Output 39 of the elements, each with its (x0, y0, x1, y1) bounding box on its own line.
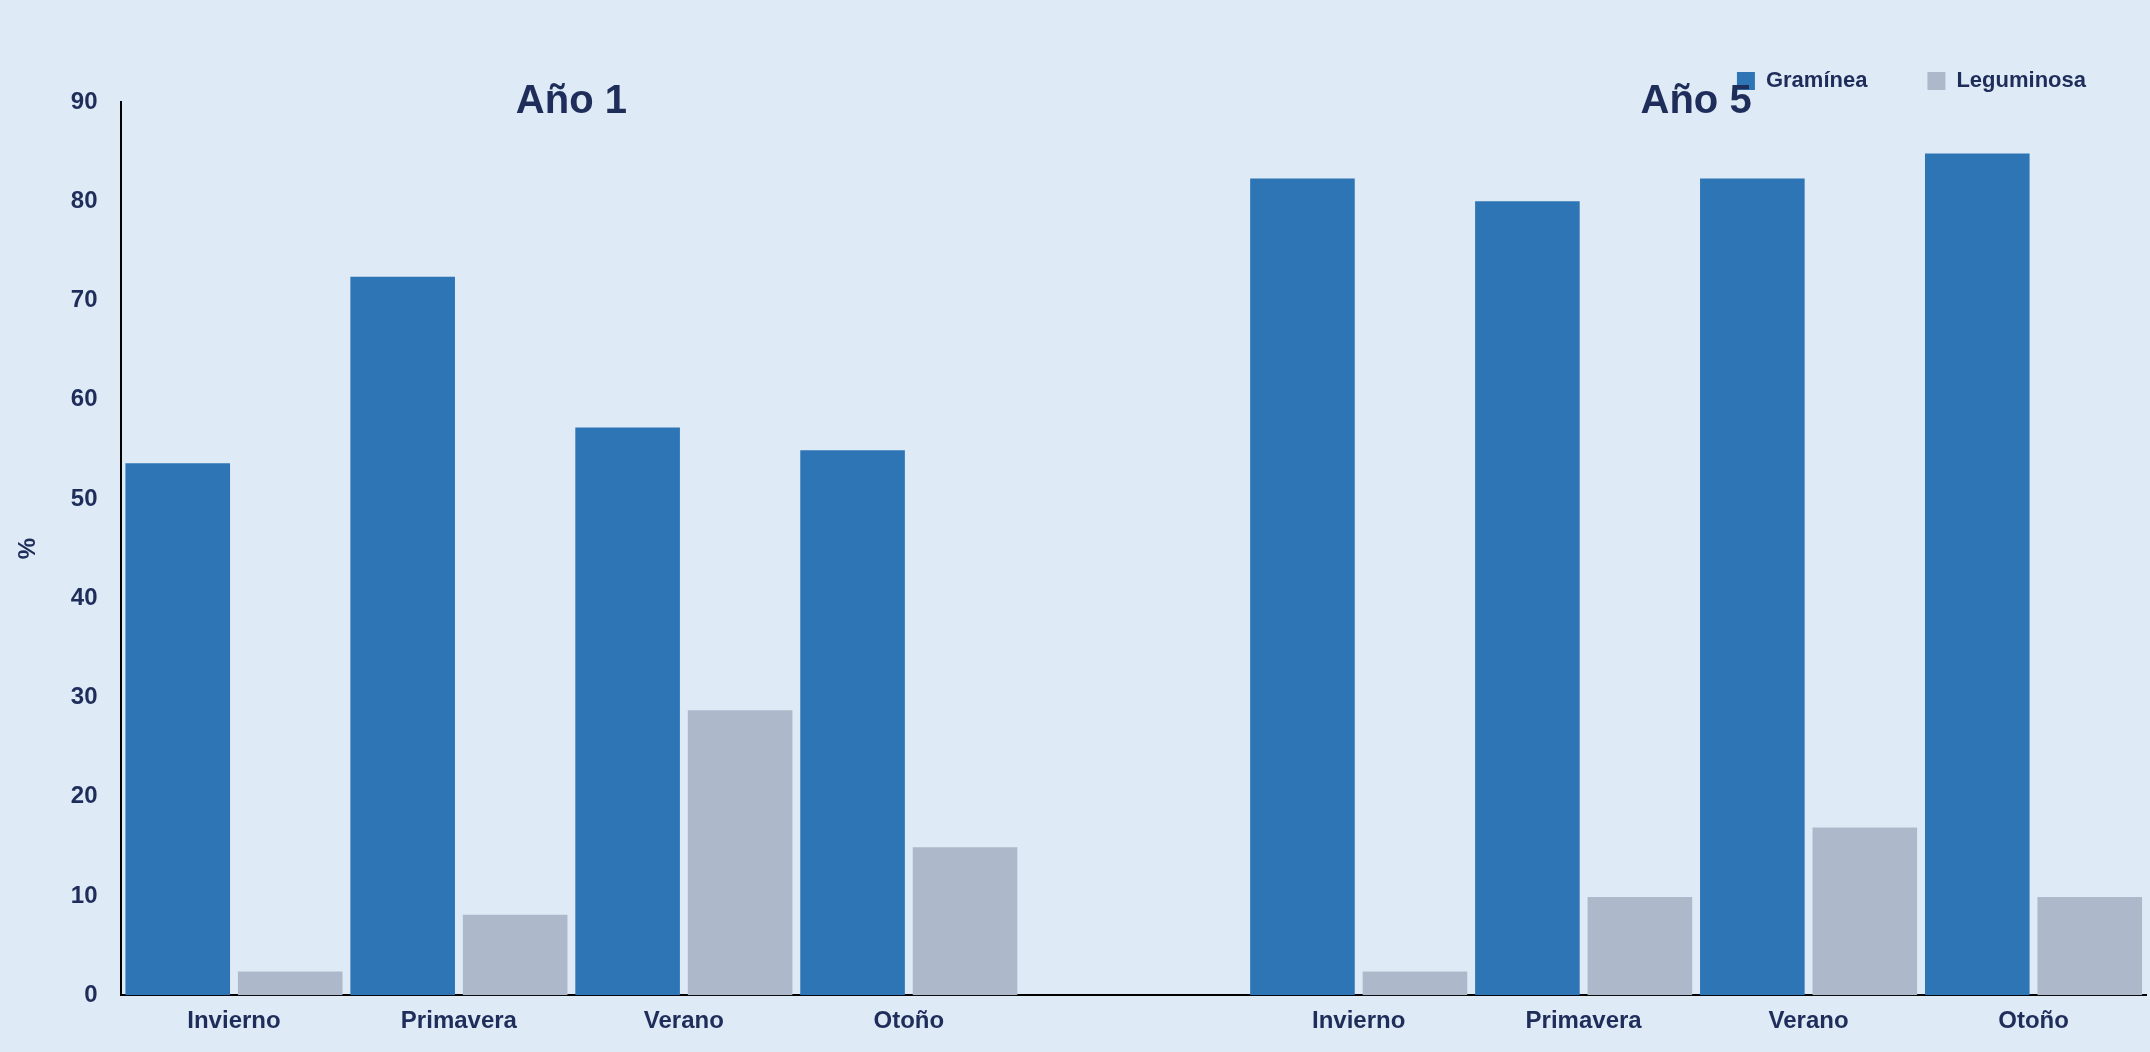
bar (1250, 178, 1355, 996)
x-tick-label: Otoño (1998, 1006, 2069, 1034)
bar (575, 427, 680, 996)
y-tick-label: 30 (70, 682, 98, 710)
x-tick-label: Primavera (400, 1006, 518, 1034)
y-tick-label: 0 (84, 979, 98, 1007)
x-tick-label: Verano (1768, 1006, 1849, 1034)
y-tick-label: 10 (70, 880, 98, 908)
bar (1700, 178, 1805, 996)
y-tick-label: 50 (70, 483, 98, 511)
x-tick-label: Verano (643, 1006, 724, 1034)
annotation: Año 1 (515, 77, 627, 122)
bar (237, 971, 343, 996)
legend-label: Leguminosa (1956, 67, 2087, 93)
x-tick-label: Invierno (1312, 1006, 1406, 1034)
bar (1362, 971, 1468, 996)
bar (800, 450, 905, 996)
x-tick-label: Primavera (1525, 1006, 1643, 1034)
bar (1812, 827, 1918, 996)
y-tick-label: 40 (70, 582, 98, 610)
bar (687, 710, 793, 996)
x-tick-label: Otoño (873, 1006, 945, 1034)
y-axis-title: % (13, 537, 41, 560)
bar (125, 463, 231, 996)
bar (1924, 153, 2030, 996)
legend-label: Gramínea (1765, 67, 1869, 93)
bar (1587, 896, 1693, 996)
y-tick-label: 90 (70, 86, 98, 114)
annotation: Año 5 (1640, 77, 1752, 122)
y-tick-label: 20 (70, 781, 98, 809)
y-tick-label: 80 (70, 185, 98, 213)
x-tick-label: Invierno (187, 1006, 281, 1034)
bar (912, 847, 1018, 996)
y-tick-label: 60 (70, 384, 98, 412)
bar (462, 914, 568, 996)
y-tick-label: 70 (70, 285, 98, 313)
bar (1475, 201, 1580, 996)
bar (350, 276, 455, 996)
bar (2037, 896, 2143, 996)
